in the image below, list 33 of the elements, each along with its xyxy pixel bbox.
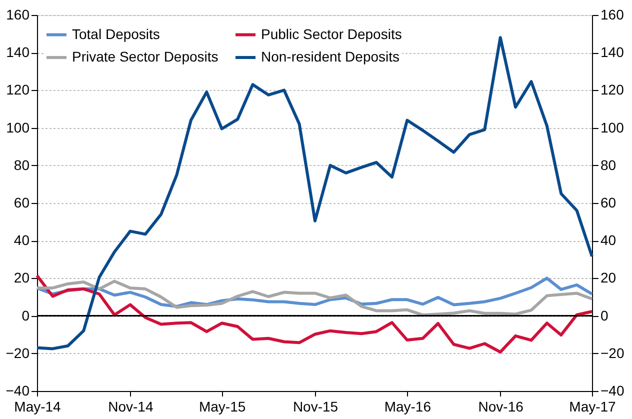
y2-tick-label: −40 bbox=[600, 382, 624, 398]
legend-label: Non-resident Deposits bbox=[261, 48, 400, 64]
y-tick-label: 40 bbox=[14, 232, 30, 248]
y2-tick-label: 160 bbox=[600, 6, 624, 22]
y-tick-label: 160 bbox=[6, 6, 30, 22]
y2-tick-label: 0 bbox=[600, 307, 608, 324]
y2-tick-label: −20 bbox=[600, 344, 624, 361]
x-tick-label: May-14 bbox=[14, 398, 62, 414]
y-tick-label: 100 bbox=[6, 119, 30, 136]
legend-label: Public Sector Deposits bbox=[261, 26, 402, 42]
y-tick-label: 80 bbox=[14, 156, 30, 173]
x-tick-label: May-16 bbox=[384, 398, 432, 414]
y-tick-label: 140 bbox=[6, 44, 30, 60]
y-tick-label: −20 bbox=[6, 344, 30, 361]
x-tick-label: Nov-14 bbox=[108, 398, 154, 414]
y-tick-label: 0 bbox=[22, 307, 30, 324]
y2-tick-label: 80 bbox=[600, 156, 616, 173]
y2-tick-label: 40 bbox=[600, 232, 616, 248]
y2-tick-label: 100 bbox=[600, 119, 624, 136]
y-tick-label: 60 bbox=[14, 194, 30, 210]
y2-tick-label: 20 bbox=[600, 270, 616, 286]
y2-tick-label: 120 bbox=[600, 82, 624, 98]
x-tick-label: Nov-15 bbox=[292, 398, 338, 414]
x-tick-label: Nov-16 bbox=[478, 398, 524, 414]
y-tick-label: 120 bbox=[6, 82, 30, 98]
y-tick-label: −40 bbox=[6, 382, 30, 398]
x-tick-label: May-17 bbox=[569, 398, 616, 414]
legend-label: Private Sector Deposits bbox=[72, 48, 218, 64]
x-tick-label: May-15 bbox=[198, 398, 246, 414]
y-tick-label: 20 bbox=[14, 270, 30, 286]
y2-tick-label: 140 bbox=[600, 44, 624, 60]
legend-label: Total Deposits bbox=[72, 26, 160, 42]
y2-tick-label: 60 bbox=[600, 194, 616, 210]
